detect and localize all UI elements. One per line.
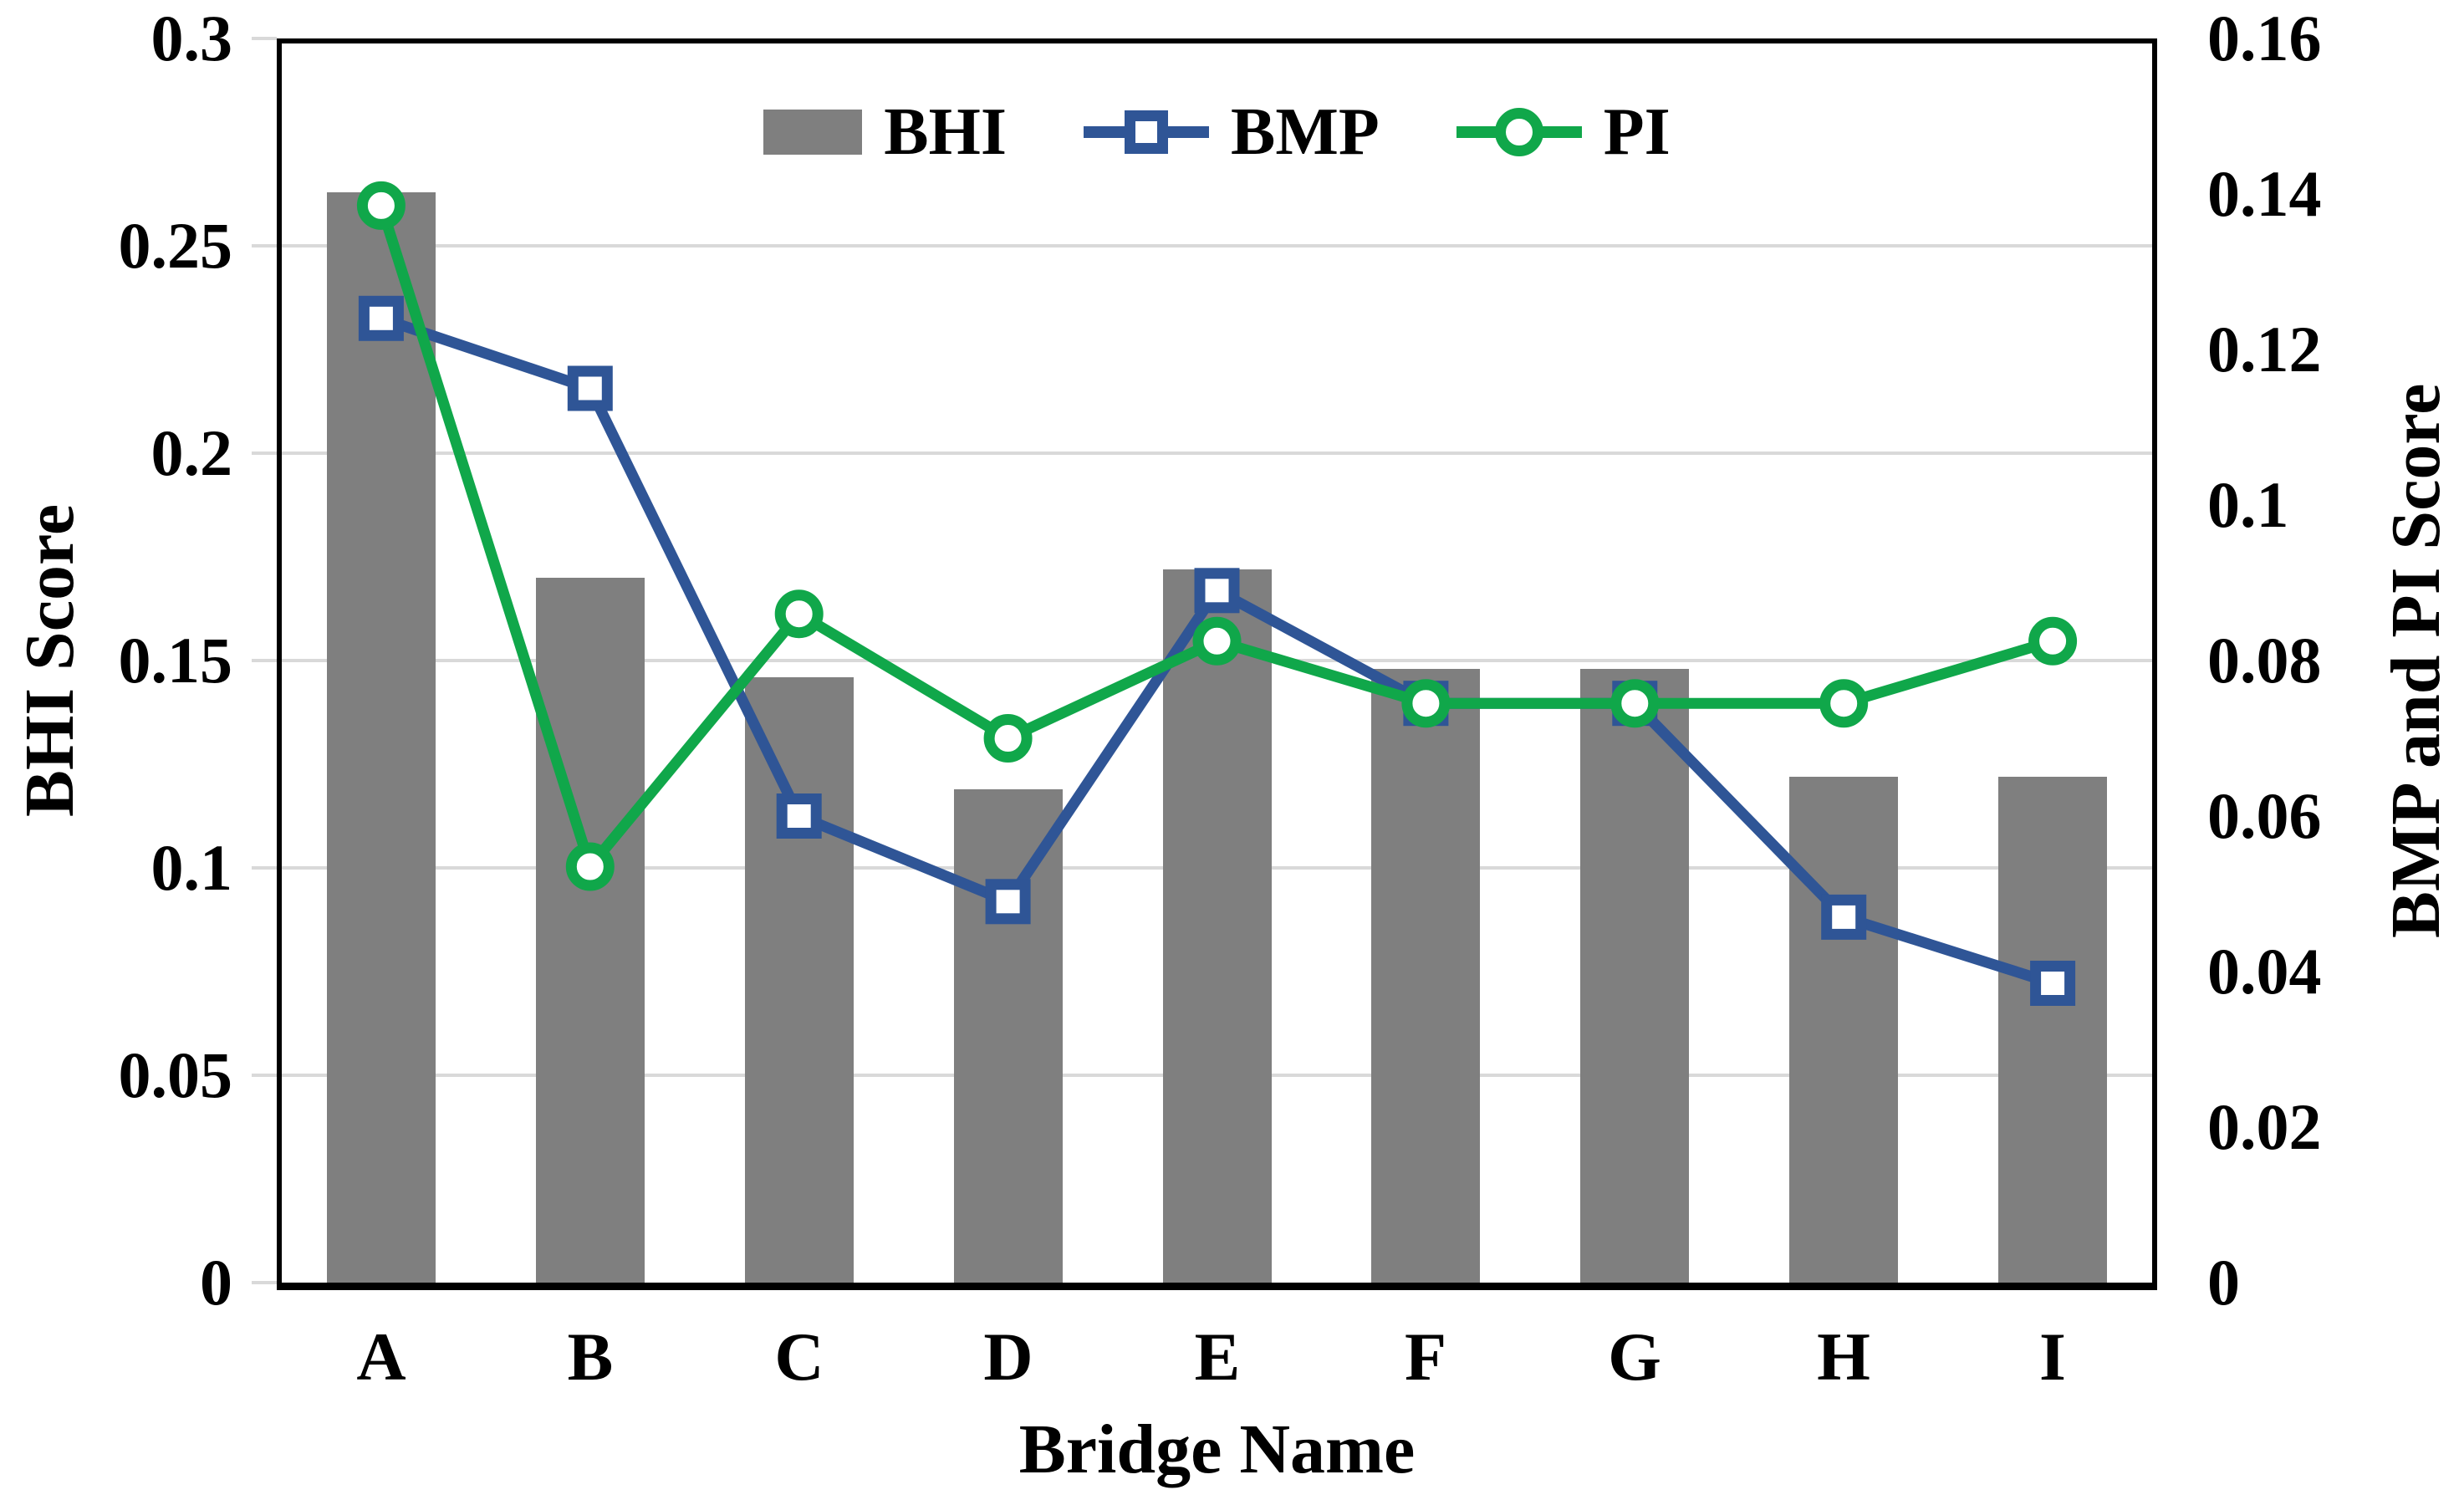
bmp-marker-D [985,879,1031,925]
x-tick-label-F: F [1404,1319,1447,1395]
x-tick-label-G: G [1608,1319,1661,1395]
right-axis-tick-label: 0.08 [2207,624,2322,696]
pi-line [375,200,2058,872]
pi-marker-E [1192,616,1242,666]
bar-I [1998,777,2107,1283]
legend-item-pi: PI [1456,99,1671,166]
right-axis-tick-label: 0.04 [2207,935,2322,1008]
pi-marker-I [2028,616,2078,666]
legend-item-bhi: BHI [763,99,1007,166]
left-axis-tick-0.15 [252,659,277,662]
x-tick-label-A: A [356,1319,406,1395]
x-tick-label-D: D [983,1319,1033,1395]
right-axis-tick-label: 0.1 [2207,468,2289,541]
left-axis-tick-label: 0.15 [118,624,233,696]
left-axis-tick-0 [252,1281,277,1284]
left-axis-tick-0.1 [252,866,277,870]
x-tick-label-C: C [774,1319,824,1395]
legend-sample-pi [1456,107,1582,157]
x-tick-label-E: E [1194,1319,1241,1395]
bar-G [1580,669,1689,1283]
right-axis-tick-label: 0.06 [2207,779,2322,852]
left-axis-tick-0.2 [252,452,277,455]
right-axis-tick-label: 0.16 [2207,2,2322,74]
bar-F [1371,669,1480,1283]
legend-sample-bmp [1083,107,1209,157]
left-axis-tick-label: 0 [200,1246,232,1319]
right-axis-tick-label: 0 [2207,1246,2240,1319]
bmp-marker-I [2030,961,2076,1006]
bmp-marker-icon [1124,110,1168,154]
legend-swatch-bhi [763,110,863,155]
line-series-layer [356,181,2078,1006]
legend-item-bmp: BMP [1083,95,1380,169]
bar-C [745,677,854,1283]
pi-marker-A [356,181,406,230]
left-axis-tick-label: 0.1 [150,831,233,904]
bmp-marker-E [1194,568,1240,614]
pi-marker-icon [1494,108,1543,156]
legend-label-bhi: BHI [884,95,1007,169]
legend: BHI BMP PI [277,99,2157,166]
bar-H [1789,777,1898,1283]
left-axis-tick-label: 0.05 [118,1038,233,1111]
left-axis-tick-0.05 [252,1074,277,1077]
gridline-0.20 [277,452,2157,455]
left-axis-tick-0.25 [252,244,277,247]
bar-D [954,789,1063,1283]
bmp-marker-A [358,295,404,341]
gridline-0.25 [277,244,2157,247]
x-tick-label-H: H [1817,1319,1870,1395]
bar-A [327,192,436,1283]
legend-label-pi: PI [1603,95,1671,169]
left-axis-tick-label: 0.2 [150,416,233,489]
right-axis-tick-label: 0.14 [2207,157,2322,230]
pi-marker-D [983,714,1033,763]
pi-marker-B [565,842,615,891]
right-axis-tick-label: 0.12 [2207,313,2322,385]
legend-label-bmp: BMP [1230,95,1380,169]
x-tick-label-I: I [2039,1319,2066,1395]
x-axis-title: Bridge Name [1018,1411,1416,1488]
pi-marker-C [774,589,824,639]
bar-E [1163,569,1272,1283]
right-axis-tick-label: 0.02 [2207,1090,2322,1163]
left-axis-tick-label: 0.25 [118,209,233,282]
pi-marker-H [1819,679,1869,728]
pi-marker-F [1401,679,1451,728]
bmp-marker-B [567,365,613,411]
x-tick-label-B: B [567,1319,614,1395]
bmp-marker-H [1821,894,1867,940]
bar-B [536,578,645,1283]
pi-marker-G [1610,679,1660,728]
bmp-marker-C [776,793,822,839]
left-axis-tick-label: 0.3 [150,2,233,74]
left-axis-tick-0.3 [252,37,277,40]
